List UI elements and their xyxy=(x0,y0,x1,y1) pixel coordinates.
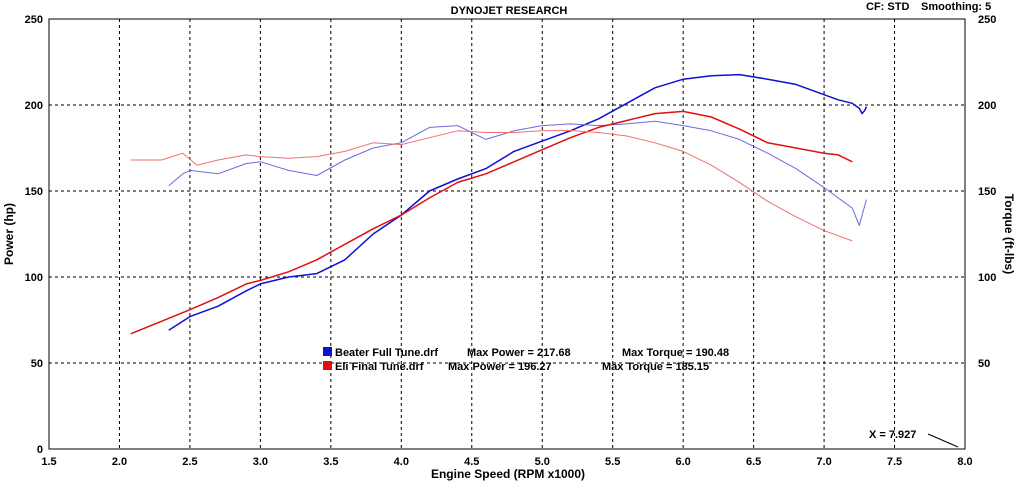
y-right-tick-label: 200 xyxy=(978,100,996,112)
x-axis-label: Engine Speed (RPM x1000) xyxy=(431,467,585,481)
plot-frame xyxy=(48,18,966,450)
series-lines xyxy=(130,73,868,335)
x-tick-label: 8.0 xyxy=(957,456,972,468)
smoothing-label: Smoothing: 5 xyxy=(921,1,991,13)
legend-file-beater: Beater Full Tune.drf xyxy=(335,347,438,359)
legend-max-power-beater: Max Power = 217.68 xyxy=(467,347,571,359)
x-tick-label: 6.5 xyxy=(746,456,761,468)
y-right-tick-labels: 50 100 150 200 250 xyxy=(978,14,996,370)
series-line-torque-eli xyxy=(130,130,853,242)
legend: Beater Full Tune.drf Max Power = 217.68 … xyxy=(323,347,729,373)
legend-max-torque-eli: Max Torque = 185.15 xyxy=(602,361,709,373)
x-tick-label: 7.5 xyxy=(887,456,902,468)
series-line-power-eli xyxy=(130,110,853,335)
x-tick-label: 6.0 xyxy=(676,456,691,468)
y-left-tick-label: 150 xyxy=(25,186,43,198)
series-line-torque-beater xyxy=(168,120,867,226)
cursor-pointer-line xyxy=(927,433,959,448)
x-tick-labels: 1.5 2.0 2.5 3.0 3.5 4.0 4.5 5.0 5.5 6.0 6.5 7.0 7.5 8… xyxy=(41,456,972,468)
x-tick-label: 4.5 xyxy=(464,456,479,468)
y-left-tick-label: 100 xyxy=(25,272,43,284)
x-tick-label: 1.5 xyxy=(41,456,56,468)
x-tick-label: 7.0 xyxy=(816,456,831,468)
y-right-tick-label: 250 xyxy=(978,14,996,26)
grid-lines xyxy=(49,19,965,449)
y-axis-left-label: Power (hp) xyxy=(2,203,16,265)
x-tick-label: 5.5 xyxy=(605,456,620,468)
y-right-tick-label: 150 xyxy=(978,186,996,198)
y-right-tick-label: 50 xyxy=(978,358,990,370)
legend-max-power-eli: Max Power = 196.27 xyxy=(448,361,552,373)
y-left-tick-labels: 0 50 100 150 200 250 xyxy=(25,14,43,456)
y-axis-right-label: Torque (ft-lbs) xyxy=(1002,194,1016,274)
legend-swatch-beater xyxy=(323,347,332,356)
legend-file-eli: Eli Final Tune.drf xyxy=(335,361,424,373)
chart-title: DYNOJET RESEARCH xyxy=(451,5,568,17)
legend-max-torque-beater: Max Torque = 190.48 xyxy=(622,347,729,359)
x-tick-label: 3.0 xyxy=(253,456,268,468)
y-left-tick-label: 50 xyxy=(31,358,43,370)
correction-factor-label: CF: STD xyxy=(866,1,909,13)
legend-swatch-eli xyxy=(323,361,332,370)
y-left-tick-label: 250 xyxy=(25,14,43,26)
x-tick-label: 5.0 xyxy=(535,456,550,468)
y-left-tick-label: 200 xyxy=(25,100,43,112)
x-tick-label: 2.0 xyxy=(112,456,127,468)
series-line-power-beater xyxy=(168,73,868,331)
x-tick-label: 4.0 xyxy=(394,456,409,468)
x-tick-label: 2.5 xyxy=(182,456,197,468)
y-right-tick-label: 100 xyxy=(978,272,996,284)
y-left-tick-label: 0 xyxy=(37,444,43,456)
x-tick-label: 3.5 xyxy=(323,456,338,468)
cursor-readout: X = 7.927 xyxy=(869,429,916,441)
